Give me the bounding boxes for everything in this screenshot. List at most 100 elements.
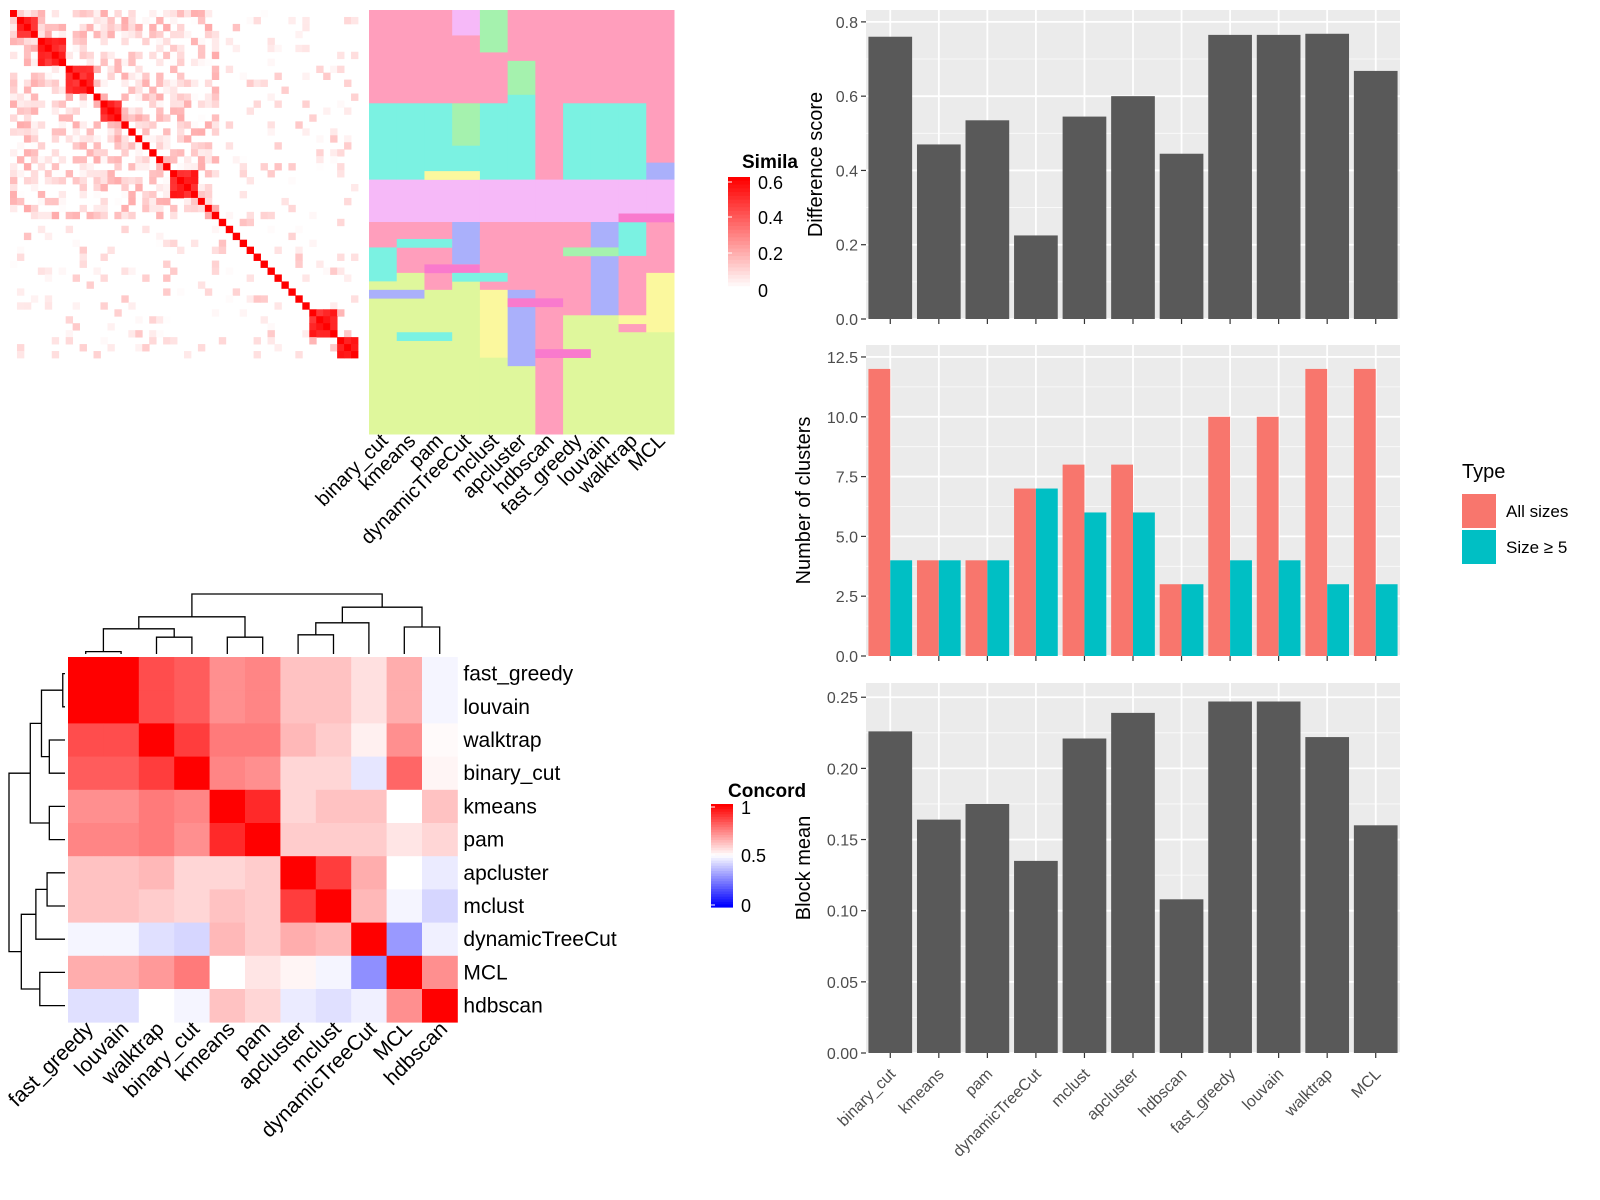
similarity-cell [93,65,101,74]
concordance-cell [386,856,423,890]
similarity-cell [309,211,317,220]
similarity-cell [44,232,53,241]
concordance-cell [351,723,387,757]
similarity-cell [316,156,324,164]
assignment-cell-mcl [646,222,675,274]
assignment-cell-binary-cut [369,103,398,181]
similarity-cell [37,79,46,87]
similarity-cell [142,156,150,164]
concordance-row-label-mclust: mclust [463,895,524,918]
similarity-cell [197,190,206,199]
similarity-cell [16,170,25,178]
similarity-cell [37,142,46,150]
similarity-cell [107,30,115,39]
similarity-cell [16,288,25,296]
similarity-cell [142,344,150,352]
similarity-cell [93,93,101,101]
similarity-cell [100,274,108,282]
similarity-cell [211,156,220,164]
similarity-cell [204,23,213,32]
concordance-cell [68,723,104,757]
similarity-cell [190,190,199,199]
similarity-cell [211,211,220,220]
similarity-legend-swatch [728,256,750,261]
similarity-cell [16,93,25,101]
similarity-cell [211,65,220,74]
concordance-cell [103,823,140,857]
concordance-cell [174,657,210,691]
concordance-cell [315,856,352,890]
similarity-cell [190,177,199,185]
similarity-cell [114,10,122,18]
similarity-cell [135,135,143,143]
concordance-legend-swatch [711,863,733,867]
similarity-cell [44,44,53,53]
similarity-cell [170,44,178,53]
similarity-cell [170,51,178,60]
similarity-cell [184,204,192,213]
concordance-cell [138,657,175,691]
assignment-stripe [535,349,591,358]
concordance-cell [68,955,104,990]
concordance-row-label-binary-cut: binary_cut [463,762,560,785]
similarity-cell [170,204,178,213]
similarity-cell [58,114,67,122]
concordance-row-label-mcl: MCL [463,961,507,984]
similarity-cell [330,330,338,338]
similarity-cell [51,177,60,185]
concordance-row-label-dynamictreecut: dynamicTreeCut [463,928,616,951]
concordance-cell [386,690,423,724]
similarity-cell [44,177,53,185]
similarity-cell [142,225,150,234]
similarity-cell [10,86,18,94]
y-tick-label: 0.0 [836,649,858,666]
concordance-cell [245,922,281,957]
similarity-cell [23,93,32,101]
similarity-cell [246,16,254,25]
similarity-cell [121,72,129,80]
similarity-cell [190,170,199,178]
similarity-cell [30,30,39,39]
y-tick-label: 7.5 [836,470,858,487]
similarity-cell [93,79,101,87]
similarity-cell [351,184,359,192]
similarity-cell [37,51,46,60]
similarity-cell [163,79,171,87]
similarity-cell [23,149,32,157]
similarity-cell [16,121,25,129]
similarity-cell [149,100,157,108]
similarity-cell [51,44,60,53]
similarity-cell [44,197,53,206]
similarity-cell [260,295,268,303]
similarity-cell [156,211,164,220]
similarity-cell [86,86,94,94]
similarity-cell [37,23,46,32]
similarity-cell [10,51,18,60]
concordance-cell [280,789,317,824]
concordance-legend-swatch [711,876,733,880]
similarity-cell [121,107,129,115]
concordance-legend-swatch [711,850,733,854]
assignment-cell-apcluster [507,179,536,223]
similarity-cell [170,58,178,67]
similarity-cell [274,302,282,310]
concordance-legend-swatch [711,834,733,839]
similarity-cell [30,37,39,46]
concordance-cell [422,823,458,857]
similarity-cell [65,79,74,87]
concordance-cell [351,856,387,890]
similarity-cell [204,100,213,108]
similarity-cell [72,211,80,220]
similarity-cell [16,156,25,164]
concordance-legend-swatch [711,873,733,877]
similarity-cell [23,44,32,53]
similarity-cell [121,184,129,192]
concordance-cell [103,955,140,990]
bar-walktrap [1305,33,1350,320]
similarity-cell [211,86,220,94]
similarity-cell [142,197,150,206]
column-dendrogram-branch [191,593,383,617]
concordance-cell [245,856,281,890]
similarity-cell [197,44,206,53]
similarity-cell [121,267,129,275]
